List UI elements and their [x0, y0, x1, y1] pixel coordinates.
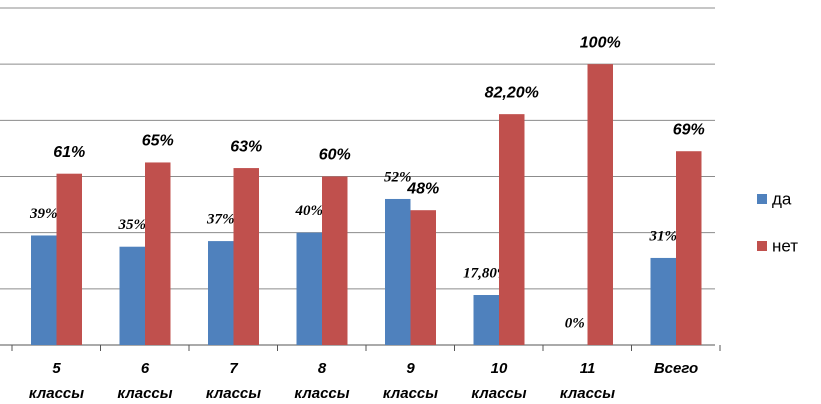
- x-tick-label: Всего: [653, 360, 699, 377]
- x-tick-label: 6 классы: [117, 360, 173, 402]
- legend-swatch: [757, 241, 767, 251]
- bar: [410, 210, 436, 345]
- legend-swatch: [757, 194, 767, 204]
- legend-label: нет: [772, 236, 798, 255]
- data-label: 48%: [406, 180, 439, 197]
- bar: [233, 168, 259, 345]
- data-label: 52%: [384, 169, 412, 185]
- data-label: 63%: [230, 138, 262, 155]
- data-label: 31%: [649, 228, 678, 244]
- x-tick-label: 9 классы: [382, 360, 439, 402]
- bar: [31, 235, 57, 345]
- x-tick-label: 5 классы: [28, 360, 85, 402]
- bar: [56, 173, 82, 345]
- data-label: 69%: [673, 121, 705, 138]
- bar: [119, 246, 145, 345]
- data-label: 35%: [118, 217, 147, 233]
- bar: [650, 257, 676, 345]
- bar: [676, 151, 702, 345]
- data-label: 37%: [206, 212, 235, 228]
- data-label: 40%: [295, 203, 324, 219]
- data-label: 100%: [580, 34, 621, 51]
- data-label: 61%: [53, 144, 85, 161]
- bar: [499, 114, 525, 345]
- data-label: 60%: [319, 147, 351, 164]
- data-label: 82,20%: [485, 84, 539, 101]
- x-tick-label: 11 классы: [559, 360, 616, 402]
- bar: [296, 232, 322, 345]
- x-tick-label: 8 классы: [294, 360, 350, 402]
- data-label: 65%: [142, 133, 174, 150]
- bar: [473, 295, 499, 345]
- bar: [208, 241, 234, 345]
- data-label: 17,80%: [463, 265, 509, 281]
- legend-label: да: [772, 189, 792, 208]
- bar: [587, 64, 613, 346]
- data-label: 0%: [565, 315, 585, 331]
- bar: [322, 176, 348, 345]
- bar: [145, 162, 171, 345]
- data-label: 39%: [29, 206, 58, 222]
- x-tick-label: 7 классы: [205, 360, 262, 402]
- x-tick-label: 10 классы: [471, 360, 527, 402]
- bar: [385, 198, 411, 345]
